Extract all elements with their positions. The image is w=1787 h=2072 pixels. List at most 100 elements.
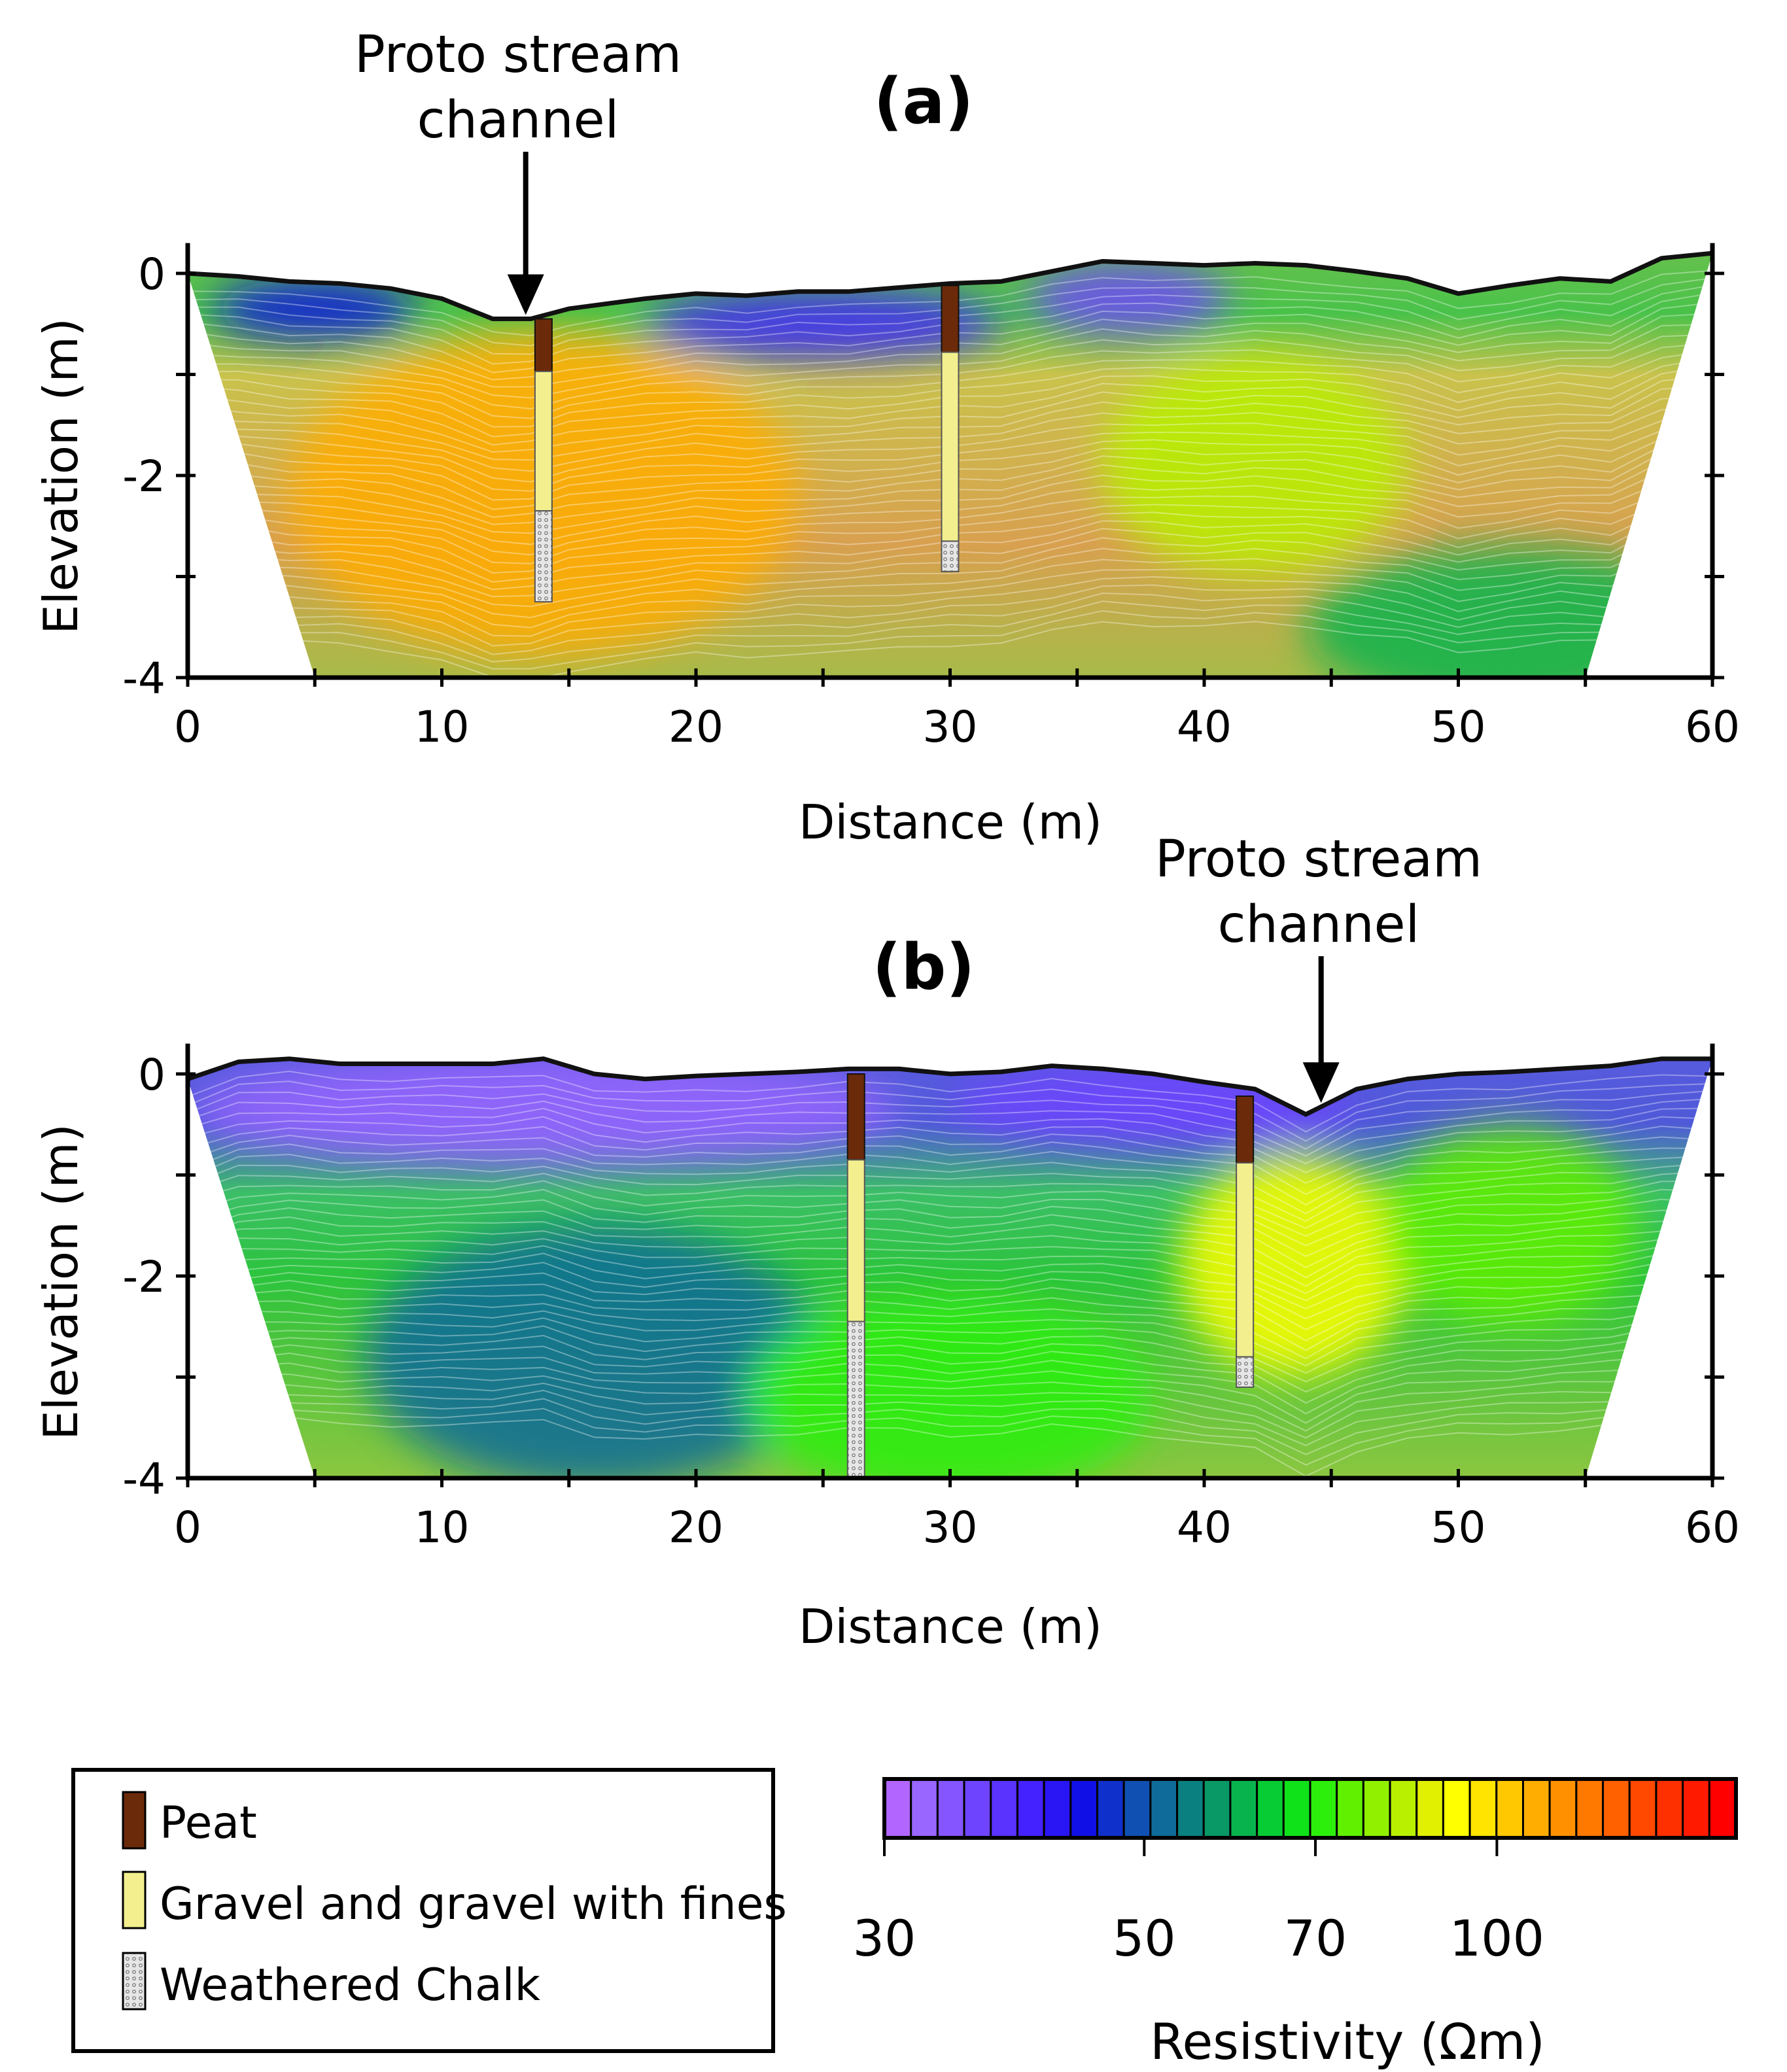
panel-b-borehole-gravel: [1236, 1162, 1255, 1358]
panel-a-y-tick-label: -2: [122, 451, 165, 502]
panel-b-x-tick-label: 40: [1177, 1502, 1232, 1553]
panel-b-resistivity-zone: [1381, 1124, 1637, 1327]
panel-b-reflector-line: [188, 1279, 1712, 1341]
panel-b-label: (b): [873, 931, 975, 1004]
colorbar-cell: [910, 1778, 939, 1839]
colorbar-cell: [1176, 1778, 1205, 1839]
panel-b-borehole-chalk: [846, 1321, 865, 1479]
panel-b-borehole-peat: [846, 1073, 865, 1161]
panel-a-borehole-peat: [941, 285, 960, 353]
colorbar-cell: [1522, 1778, 1551, 1839]
colorbar-cell: [1495, 1778, 1524, 1839]
panel-b-reflector-line: [188, 1289, 1712, 1351]
colorbar-cell: [1575, 1778, 1605, 1839]
panel-a-resistivity-zone: [645, 288, 1001, 360]
colorbar-cell: [1442, 1778, 1471, 1839]
panel-b-reflector-line: [188, 1162, 1712, 1222]
panel-b-ground-surface: [186, 1056, 1712, 1117]
panel-b-annotation-line2: channel: [1218, 895, 1420, 954]
panel-b-resistivity-zone: [365, 1225, 824, 1478]
panel-a-x-tick-label: 0: [174, 702, 201, 752]
legend-chalk-label: Weathered Chalk: [160, 1960, 541, 2011]
panel-a-x-tick-label: 20: [668, 702, 723, 752]
panel-a-annotation-line1: Proto stream: [355, 26, 682, 84]
panel-b-reflector-line: [188, 1417, 1712, 1477]
panel-b-reflector-line: [188, 1334, 1712, 1393]
colorbar-cell: [1149, 1778, 1179, 1839]
colorbar-cell: [1362, 1778, 1391, 1839]
colorbar-cell: [1016, 1778, 1045, 1839]
colorbar-title: Resistivity (Ωm): [1150, 2012, 1545, 2071]
panel-b-reflector-line: [188, 1271, 1712, 1331]
colorbar-cell: [1229, 1778, 1258, 1839]
colorbar-ticks: 30 50 70 100: [853, 1838, 1544, 1967]
panel-b-reflector-line: [188, 1154, 1712, 1215]
panel-b-reflector-line: [188, 1227, 1712, 1287]
panel-b-reflector-line: [188, 1134, 1712, 1196]
panel-a-reflector-line: [188, 574, 1712, 647]
panel-b-resistivity-zone: [746, 1296, 1154, 1478]
panel-a-resistivity-zone: [1026, 263, 1230, 334]
panel-a-x-tick-label: 10: [415, 702, 470, 752]
panel-a-label: (a): [874, 65, 974, 138]
panel-b-reflector-line: [188, 1107, 1712, 1165]
colorbar-cell: [1256, 1778, 1285, 1839]
panel-b-reflector-line: [188, 1243, 1712, 1302]
colorbar-cell: [1708, 1778, 1737, 1839]
colorbar-cell: [936, 1778, 965, 1839]
panel-b-reflector-line: [188, 1125, 1712, 1184]
panel-a-axes: 0 10 20 30 40 50 60 0 -2 -4: [122, 243, 1740, 752]
panel-b-reflector-line: [188, 1235, 1712, 1294]
colorbar-tick-label: 100: [1449, 1909, 1544, 1967]
colorbar-cell: [1415, 1778, 1444, 1839]
panel-b-reflector-line: [188, 1097, 1712, 1157]
legend-gravel-label: Gravel and gravel with fines: [160, 1878, 787, 1930]
panel-a-borehole-gravel: [534, 370, 553, 512]
colorbar-cell: [1628, 1778, 1657, 1839]
panel-a-reflector-line: [188, 595, 1712, 663]
panel-b-reflector-line: [188, 1316, 1712, 1374]
panel-a-resistivity-zone: [213, 278, 417, 339]
panel-b-x-tick-label: 60: [1685, 1502, 1740, 1553]
panel-a-ground-surface: [187, 250, 1713, 322]
panel-b-annotation-arrow-head: [1302, 1062, 1340, 1103]
panel-b-reflector-line: [188, 1362, 1712, 1424]
colorbar-cell: [1202, 1778, 1232, 1839]
panel-a-reflector-line: [188, 543, 1712, 608]
panel-b-reflector-line: [188, 1170, 1712, 1229]
colorbar-cell: [1602, 1778, 1631, 1839]
colorbar-cell: [1282, 1778, 1311, 1839]
resistivity-colorbar: 30 50 70 100 Resistivity (Ωm): [853, 1777, 1738, 2071]
panel-b-ylabel: Elevation (m): [33, 1124, 88, 1440]
panel-b-reflector-line: [188, 1300, 1712, 1360]
panel-b-reflector-line: [188, 1379, 1712, 1439]
panel-a-borehole-gravel: [941, 351, 960, 542]
legend-chalk-swatch: [122, 1952, 147, 2011]
colorbar-cell: [1468, 1778, 1498, 1839]
panel-a-ylabel: Elevation (m): [33, 318, 88, 634]
colorbar-cell: [963, 1778, 992, 1839]
panel-b-reflector-line: [188, 1070, 1712, 1133]
panel-b-reflector-line: [188, 1252, 1712, 1310]
panel-b-resistivity-zone: [188, 1058, 899, 1166]
panel-b-borehole-chalk: [1236, 1356, 1255, 1388]
panel-a-reflector-line: [188, 583, 1712, 655]
lithology-legend: Peat Gravel and gravel with fines Weathe…: [71, 1768, 787, 2053]
panel-b-x-tick-label: 30: [923, 1502, 978, 1553]
colorbar-cell: [990, 1778, 1018, 1839]
panel-a-reflector-line: [188, 606, 1712, 670]
panel-b-annotation-line1: Proto stream: [1155, 830, 1482, 889]
panel-b-reflector-line: [188, 1116, 1712, 1173]
colorbar-cell: [1389, 1778, 1418, 1839]
panel-a: (a) Proto stream channel 0 10 20 30 40 50 600-…: [33, 26, 1740, 850]
colorbar-cell: [1336, 1778, 1364, 1839]
colorbar-cell: [1122, 1778, 1152, 1839]
legend-peat-label: Peat: [160, 1797, 257, 1849]
panel-a-reflector-line: [188, 551, 1712, 619]
panel-b-reflector-line: [188, 1398, 1712, 1455]
panel-b-reflector-line: [188, 1143, 1712, 1206]
panel-b-reflector-line: [188, 1198, 1712, 1258]
panel-b-reflector-line: [188, 1389, 1712, 1447]
panel-b-reflector-line: [188, 1080, 1712, 1142]
